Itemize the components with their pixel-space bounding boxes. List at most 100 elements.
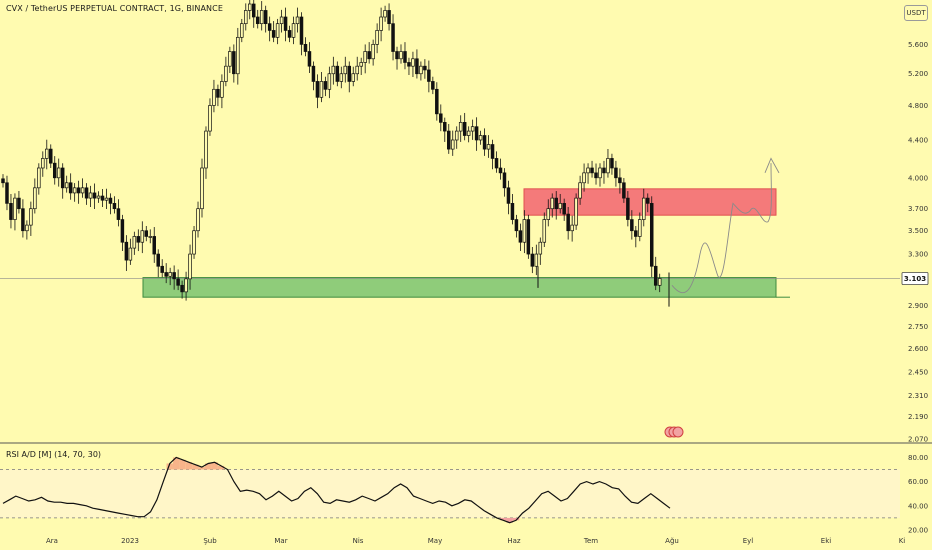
rsi-overbought-fill (217, 465, 225, 470)
candle (33, 178, 37, 214)
candle (618, 168, 622, 194)
candle (116, 199, 121, 227)
candle (255, 9, 260, 29)
candle (590, 160, 594, 178)
candle (9, 193, 13, 229)
events-icon[interactable] (664, 426, 684, 438)
candle (630, 210, 634, 240)
projection-arrowhead (764, 157, 780, 174)
candle (566, 207, 570, 240)
candle (60, 163, 65, 199)
candle (606, 149, 610, 178)
candle (140, 221, 145, 254)
rsi-tick-label: 20.00 (908, 527, 928, 535)
candle (41, 151, 45, 177)
candle (391, 14, 395, 61)
candle (192, 226, 196, 259)
rsi-overbought-fill (192, 464, 199, 470)
candle (76, 180, 81, 204)
rsi-tick-label: 40.00 (908, 502, 928, 510)
support-zone[interactable] (142, 277, 777, 298)
candle (462, 112, 467, 141)
candle (383, 5, 387, 22)
candle (152, 227, 156, 263)
candle (84, 183, 89, 205)
projection-path[interactable] (671, 163, 772, 294)
candle (347, 61, 352, 93)
candle (295, 7, 300, 33)
price-axis[interactable]: 5.600 5.200 4.800 4.400 4.000 3.700 3.500 3.300… (901, 41, 929, 444)
candle (427, 60, 431, 93)
rsi-tick-label: 80.00 (908, 454, 928, 462)
candle (331, 56, 336, 85)
candle (602, 160, 606, 184)
candle (271, 21, 276, 43)
candle (594, 163, 598, 185)
candle (550, 193, 554, 218)
candle (355, 56, 359, 81)
candle (208, 98, 212, 136)
time-axis-label: Ara (46, 537, 58, 545)
candle (228, 46, 232, 73)
candle (554, 191, 558, 220)
candle (120, 214, 125, 252)
rsi-pane[interactable] (0, 456, 900, 524)
candle (657, 273, 662, 293)
candle (387, 3, 391, 31)
candle (311, 61, 316, 91)
time-axis-label: Haz (507, 537, 521, 545)
candle (649, 196, 654, 278)
candle (244, 3, 248, 31)
candle (614, 160, 618, 187)
candle (335, 61, 340, 87)
candle (518, 223, 523, 252)
candle (431, 76, 435, 95)
candle (598, 163, 602, 187)
currency-button[interactable]: USDT (904, 5, 928, 21)
candle (45, 139, 49, 170)
candle (558, 193, 562, 214)
price-pane[interactable] (0, 0, 900, 307)
price-tick-label: 4.000 (908, 174, 928, 182)
candle (363, 44, 367, 74)
candle (160, 259, 164, 278)
candle (407, 57, 411, 76)
time-axis-label: Ki (899, 537, 906, 545)
candle (92, 183, 97, 209)
candle (435, 82, 439, 121)
candle (168, 267, 172, 286)
rsi-tick-label: 60.00 (908, 478, 928, 486)
candle (375, 23, 379, 54)
candle (319, 72, 324, 103)
candle (291, 16, 296, 45)
rsi-overbought-fill (205, 463, 212, 470)
candle (447, 124, 451, 154)
candle (236, 27, 240, 85)
candle (450, 130, 455, 156)
candle (638, 212, 642, 242)
candle (379, 7, 383, 42)
candle (112, 196, 117, 214)
candle (622, 178, 626, 203)
candle (144, 226, 149, 242)
candle (351, 66, 355, 87)
candle (343, 56, 348, 83)
candle (17, 191, 21, 214)
candle (100, 188, 105, 208)
time-axis[interactable]: Ara 2023 Şub Mar Nis May Haz Tem Ağu Eyl Eki Ki (46, 537, 905, 545)
price-tick-label: 2.750 (908, 323, 928, 331)
candle (530, 246, 535, 274)
candle (104, 188, 109, 210)
candle (454, 126, 459, 149)
candle (490, 139, 495, 170)
candle (586, 163, 590, 184)
price-tick-label: 5.600 (908, 41, 928, 49)
chart-title: CVX / TetherUS PERPETUAL CONTRACT, 1G, B… (6, 4, 223, 13)
candle (339, 66, 344, 89)
rsi-band (0, 469, 900, 518)
candle (263, 5, 268, 33)
time-axis-label: May (428, 537, 442, 545)
time-axis-label: Eki (821, 537, 831, 545)
candle (240, 18, 244, 43)
